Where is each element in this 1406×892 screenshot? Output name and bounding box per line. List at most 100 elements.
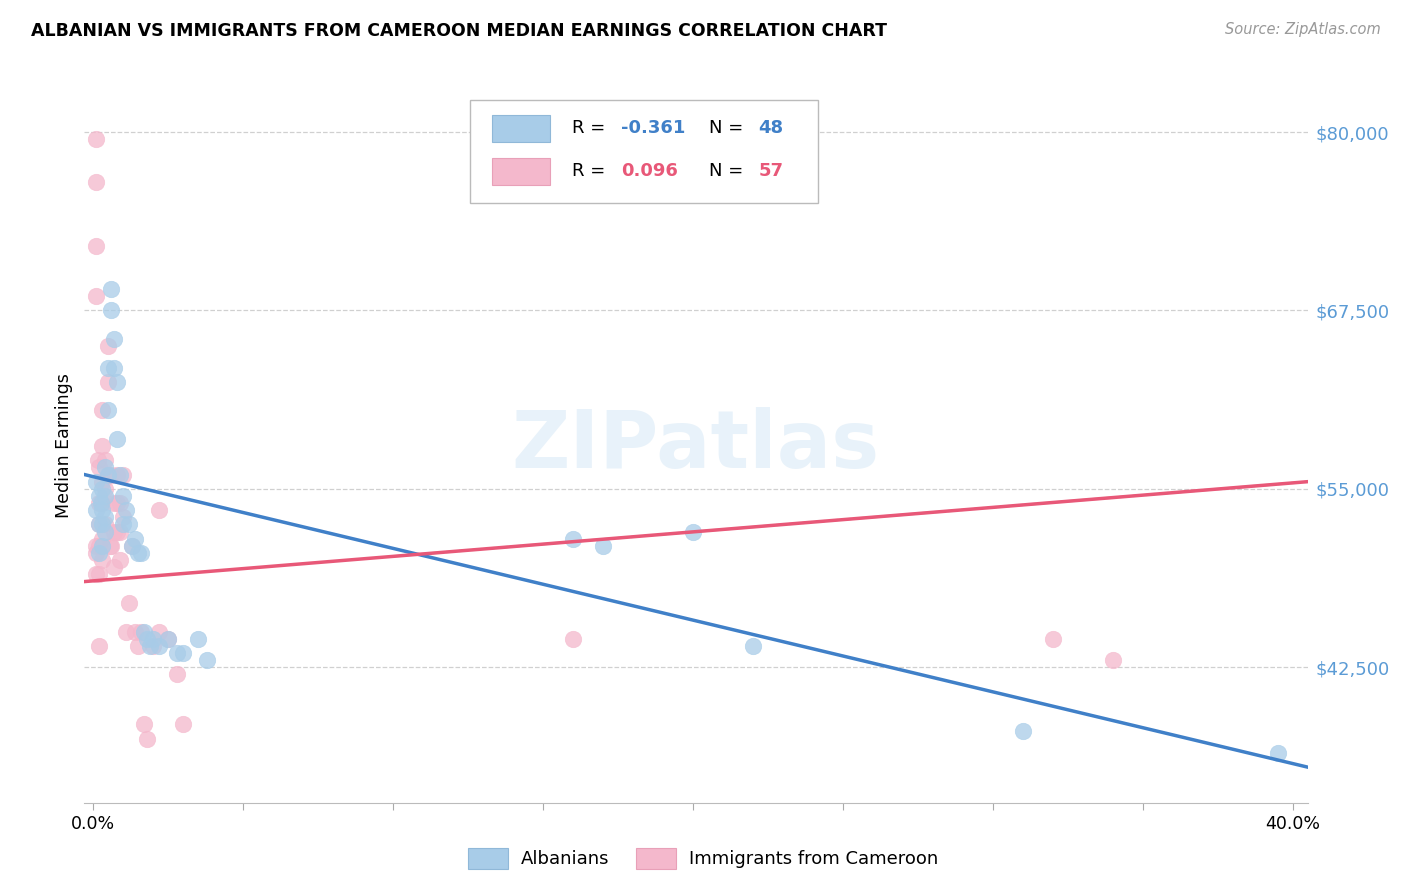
Text: R =: R = bbox=[572, 162, 612, 180]
Point bbox=[105, 432, 128, 446]
Point bbox=[148, 639, 170, 653]
Point bbox=[187, 632, 209, 646]
Point bbox=[124, 532, 146, 546]
Point bbox=[112, 517, 135, 532]
Point bbox=[131, 546, 153, 560]
Point bbox=[91, 475, 114, 489]
Point bbox=[91, 503, 114, 517]
Point bbox=[121, 539, 143, 553]
Point bbox=[166, 667, 188, 681]
FancyBboxPatch shape bbox=[470, 100, 818, 203]
Point bbox=[127, 546, 149, 560]
Point bbox=[86, 475, 108, 489]
Point bbox=[91, 439, 114, 453]
Text: 48: 48 bbox=[758, 120, 783, 137]
Point bbox=[172, 646, 194, 660]
Point bbox=[742, 639, 765, 653]
Point bbox=[157, 632, 180, 646]
Text: -0.361: -0.361 bbox=[621, 120, 686, 137]
Point bbox=[89, 460, 111, 475]
Text: 57: 57 bbox=[758, 162, 783, 180]
Point bbox=[87, 453, 110, 467]
Point bbox=[91, 532, 114, 546]
Point bbox=[112, 510, 135, 524]
Point bbox=[94, 524, 117, 539]
FancyBboxPatch shape bbox=[492, 158, 550, 185]
Point bbox=[1042, 632, 1064, 646]
Point bbox=[112, 467, 135, 482]
Point bbox=[118, 517, 141, 532]
Point bbox=[562, 532, 585, 546]
Point bbox=[110, 524, 132, 539]
Point bbox=[89, 489, 111, 503]
Point bbox=[118, 596, 141, 610]
Point bbox=[91, 553, 114, 567]
Point bbox=[112, 489, 135, 503]
Point bbox=[89, 639, 111, 653]
Point bbox=[592, 539, 614, 553]
Point bbox=[86, 546, 108, 560]
Point bbox=[86, 132, 108, 146]
Point bbox=[166, 646, 188, 660]
Point bbox=[1101, 653, 1123, 667]
Point bbox=[89, 539, 111, 553]
Point bbox=[91, 539, 114, 553]
Point bbox=[97, 467, 120, 482]
Point bbox=[110, 553, 132, 567]
Point bbox=[148, 624, 170, 639]
Point bbox=[94, 482, 117, 496]
Point bbox=[134, 624, 156, 639]
Point bbox=[115, 503, 138, 517]
Point bbox=[172, 717, 194, 731]
Point bbox=[1267, 746, 1289, 760]
Y-axis label: Median Earnings: Median Earnings bbox=[55, 374, 73, 518]
Point bbox=[103, 560, 125, 574]
Point bbox=[121, 539, 143, 553]
Point bbox=[100, 467, 122, 482]
Point bbox=[124, 624, 146, 639]
Point bbox=[103, 496, 125, 510]
Point bbox=[103, 332, 125, 346]
Point bbox=[105, 375, 128, 389]
Point bbox=[142, 632, 165, 646]
Point bbox=[94, 453, 117, 467]
Point bbox=[157, 632, 180, 646]
Point bbox=[134, 717, 156, 731]
Point bbox=[89, 567, 111, 582]
Point bbox=[105, 496, 128, 510]
Text: ALBANIAN VS IMMIGRANTS FROM CAMEROON MEDIAN EARNINGS CORRELATION CHART: ALBANIAN VS IMMIGRANTS FROM CAMEROON MED… bbox=[31, 22, 887, 40]
Text: N =: N = bbox=[710, 120, 749, 137]
Legend: Albanians, Immigrants from Cameroon: Albanians, Immigrants from Cameroon bbox=[461, 840, 945, 876]
Point bbox=[105, 467, 128, 482]
Point bbox=[86, 503, 108, 517]
Point bbox=[136, 632, 159, 646]
Point bbox=[195, 653, 218, 667]
Point bbox=[86, 175, 108, 189]
Point bbox=[86, 567, 108, 582]
Point bbox=[148, 503, 170, 517]
Text: N =: N = bbox=[710, 162, 749, 180]
Point bbox=[100, 539, 122, 553]
Point bbox=[91, 496, 114, 510]
Point bbox=[90, 496, 112, 510]
Point bbox=[97, 403, 120, 417]
Point bbox=[91, 403, 114, 417]
Point bbox=[86, 289, 108, 303]
Point bbox=[89, 517, 111, 532]
Point bbox=[100, 282, 122, 296]
Point bbox=[89, 496, 111, 510]
Point bbox=[94, 460, 117, 475]
Point bbox=[110, 496, 132, 510]
Point bbox=[86, 239, 108, 253]
Point bbox=[97, 375, 120, 389]
Point bbox=[103, 524, 125, 539]
Point bbox=[110, 467, 132, 482]
Point bbox=[139, 639, 162, 653]
Point bbox=[97, 467, 120, 482]
FancyBboxPatch shape bbox=[492, 115, 550, 142]
Point bbox=[98, 539, 121, 553]
Point bbox=[94, 489, 117, 503]
Text: R =: R = bbox=[572, 120, 612, 137]
Point bbox=[103, 360, 125, 375]
Point bbox=[1011, 724, 1033, 739]
